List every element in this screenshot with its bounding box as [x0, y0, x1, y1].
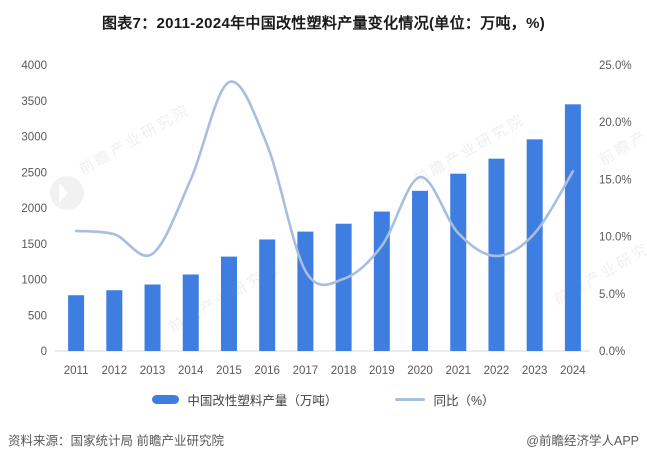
production-bar — [183, 274, 199, 351]
right-axis-tick-label: 20.0% — [599, 117, 632, 129]
footer: 资料来源：国家统计局 前瞻产业研究院 @前瞻经济学人APP — [8, 430, 639, 449]
x-axis-tick-label: 2021 — [445, 365, 471, 377]
x-axis-tick-label: 2016 — [254, 365, 280, 377]
right-axis-tick-label: 0.0% — [599, 346, 625, 358]
credit-text: @前瞻经济学人APP — [526, 430, 639, 449]
source-text: 资料来源：国家统计局 前瞻产业研究院 — [8, 430, 224, 449]
x-axis-tick-label: 2017 — [293, 365, 319, 377]
right-axis-tick-label: 10.0% — [599, 232, 632, 244]
legend-item-production: 中国改性塑料产量（万吨） — [152, 390, 337, 409]
left-axis-tick-label: 2000 — [21, 203, 47, 215]
legend-line-swatch — [395, 398, 425, 401]
chart-title: 图表7：2011-2024年中国改性塑料产量变化情况(单位：万吨，%) — [0, 12, 647, 33]
x-axis-tick-label: 2019 — [369, 365, 395, 377]
left-axis-tick-label: 0 — [41, 346, 47, 358]
x-axis-tick-label: 2023 — [522, 365, 548, 377]
production-bar — [297, 232, 313, 351]
production-bar — [412, 191, 428, 351]
x-axis-tick-label: 2011 — [64, 365, 89, 377]
x-axis-tick-label: 2022 — [484, 365, 510, 377]
production-bar — [145, 285, 161, 351]
chart-frame: 图表7：2011-2024年中国改性塑料产量变化情况(单位：万吨，%) 前瞻产业… — [0, 0, 647, 461]
production-bar — [527, 139, 543, 351]
x-axis-tick-label: 2024 — [560, 365, 586, 377]
x-axis-tick-label: 2012 — [102, 365, 128, 377]
left-axis-tick-label: 4000 — [21, 60, 47, 72]
right-axis-tick-label: 5.0% — [599, 289, 625, 301]
production-bar — [374, 212, 390, 351]
left-axis-tick-label: 1500 — [21, 239, 47, 251]
production-bar — [565, 104, 581, 351]
production-bar — [336, 224, 352, 351]
production-bar — [221, 257, 237, 351]
production-bar — [450, 174, 466, 351]
legend: 中国改性塑料产量（万吨） 同比（%） — [0, 389, 647, 409]
left-axis-tick-label: 3000 — [21, 132, 47, 144]
x-axis-tick-label: 2020 — [407, 365, 433, 377]
plot-area: 0 500 1000 1500 2000 2500 3000 3500 4000 0.0% 5.0%… — [0, 48, 647, 386]
left-axis-tick-label: 3500 — [21, 96, 47, 108]
production-bar — [259, 239, 275, 351]
left-axis-tick-label: 1000 — [21, 275, 47, 287]
legend-bar-label: 中国改性塑料产量（万吨） — [187, 390, 337, 409]
left-axis-tick-label: 2500 — [21, 167, 47, 179]
x-axis-tick-label: 2014 — [178, 365, 204, 377]
x-axis-tick-label: 2018 — [331, 365, 357, 377]
left-axis-tick-label: 500 — [28, 310, 47, 322]
right-axis-tick-label: 25.0% — [599, 60, 632, 72]
x-axis-tick-label: 2013 — [140, 365, 166, 377]
x-axis-tick-label: 2015 — [216, 365, 242, 377]
right-axis-tick-label: 15.0% — [599, 174, 632, 186]
legend-item-yoy: 同比（%） — [395, 390, 494, 409]
production-bar — [68, 295, 84, 351]
legend-bar-swatch — [152, 395, 179, 404]
legend-line-label: 同比（%） — [433, 390, 494, 409]
production-bar — [106, 290, 122, 351]
